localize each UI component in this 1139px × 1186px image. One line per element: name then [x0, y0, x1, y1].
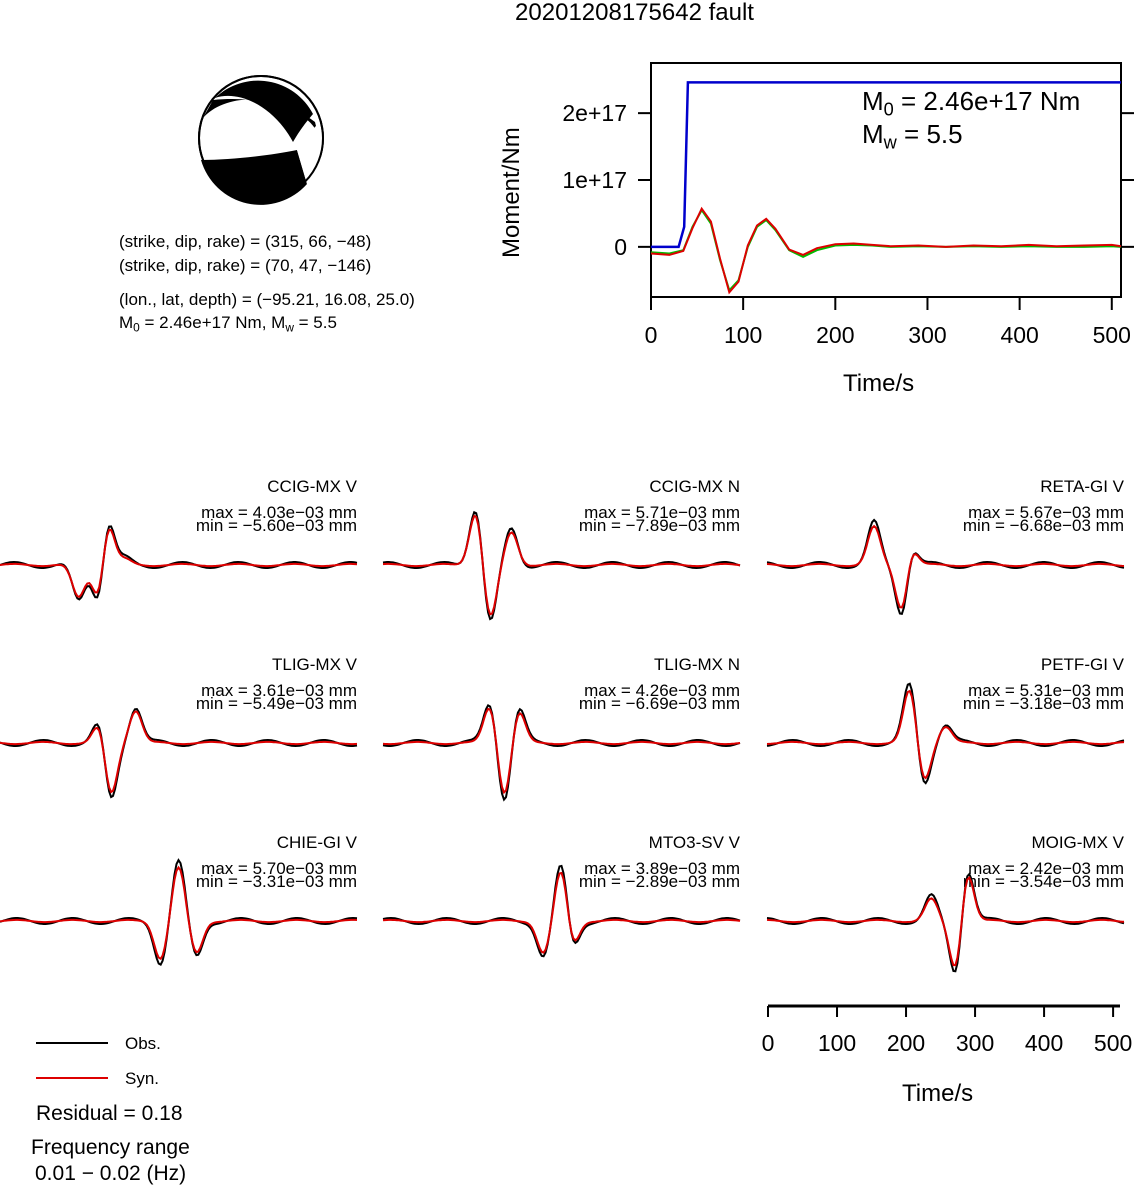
max-label: max = 4.03e−03 mm [201, 503, 357, 522]
min-label: min = −2.89e−03 mm [578, 872, 740, 891]
nodal-plane-2: (strike, dip, rake) = (70, 47, −146) [119, 256, 372, 275]
waveform-xtick-label: 200 [887, 1030, 925, 1055]
moment-xtick-label: 500 [1093, 322, 1131, 348]
obs-trace [0, 858, 358, 966]
max-label: max = 4.26e−03 mm [584, 681, 740, 700]
beachball-icon [198, 75, 324, 205]
min-label: min = −3.31e−03 mm [195, 872, 357, 891]
moment-ytick-label: 0 [614, 234, 627, 260]
station-label: TLIG-MX N [654, 655, 740, 674]
waveform-xtick-label: 300 [956, 1030, 994, 1055]
syn-trace [0, 710, 358, 794]
station-label: TLIG-MX V [271, 655, 357, 674]
legend-swatches [36, 1042, 108, 1079]
frequency-value: 0.01 − 0.02 (Hz) [35, 1162, 187, 1185]
min-label: min = −6.69e−03 mm [578, 694, 740, 713]
waveform-xtick-label: 100 [818, 1030, 856, 1055]
syn-trace [766, 524, 1125, 609]
waveform-grid [0, 510, 1125, 973]
min-label: min = −5.60e−03 mm [195, 516, 357, 535]
station-label: CCIG-MX V [267, 477, 357, 496]
syn-trace [382, 514, 741, 616]
waveform-xlabel: Time/s [902, 1080, 974, 1107]
obs-trace [382, 864, 741, 958]
obs-trace [0, 708, 358, 799]
location-text: (lon., lat, depth) = (−95.21, 16.08, 25.… [119, 290, 415, 309]
min-label: min = −6.68e−03 mm [962, 516, 1124, 535]
moment-xtick-label: 200 [816, 322, 854, 348]
moment-ytick-label: 2e+17 [562, 100, 627, 126]
max-label: max = 5.70e−03 mm [201, 859, 357, 878]
max-label: max = 5.67e−03 mm [968, 503, 1124, 522]
waveform-time-axis: 0 100 200 300 400 500 [762, 1004, 1132, 1055]
station-label: CCIG-MX N [649, 477, 740, 496]
figure-title: 20201208175642 fault [515, 0, 754, 26]
moment-ytick-label: 1e+17 [562, 167, 627, 193]
frequency-title: Frequency range [31, 1136, 190, 1159]
min-label: min = −5.49e−03 mm [195, 694, 357, 713]
legend-syn-label: Syn. [125, 1069, 160, 1088]
syn-trace [382, 871, 741, 954]
syn-trace [0, 865, 358, 961]
min-label: min = −7.89e−03 mm [578, 516, 740, 535]
moment-rate-red-line [650, 206, 1122, 295]
min-label: min = −3.54e−03 mm [962, 872, 1124, 891]
waveform-xtick-label: 400 [1025, 1030, 1063, 1055]
station-label: MOIG-MX V [1031, 833, 1124, 852]
station-label: RETA-GI V [1040, 477, 1124, 496]
residual-text: Residual = 0.18 [36, 1102, 183, 1125]
syn-trace [766, 876, 1125, 967]
min-label: min = −3.18e−03 mm [962, 694, 1124, 713]
max-label: max = 2.42e−03 mm [968, 859, 1124, 878]
moment-annot-mw: Mw = 5.5 [862, 119, 963, 153]
moment-xtick-label: 300 [908, 322, 946, 348]
syn-trace [766, 689, 1125, 780]
moment-xtick-label: 0 [645, 322, 658, 348]
moment-chart: 0 1e+17 2e+17 0 100 200 300 400 500 [562, 62, 1134, 348]
waveform-xtick-label: 500 [1094, 1030, 1132, 1055]
moment-xtick-label: 400 [1000, 322, 1038, 348]
moment-annot-m0: M0 = 2.46e+17 Nm [862, 86, 1081, 120]
moment-xlabel: Time/s [843, 370, 915, 397]
station-label: MTO3-SV V [648, 833, 740, 852]
moment-xtick-label: 100 [724, 322, 762, 348]
max-label: max = 5.71e−03 mm [584, 503, 740, 522]
nodal-plane-1: (strike, dip, rake) = (315, 66, −48) [119, 232, 372, 251]
obs-trace [766, 682, 1125, 785]
max-label: max = 3.89e−03 mm [584, 859, 740, 878]
max-label: max = 5.31e−03 mm [968, 681, 1124, 700]
station-label: PETF-GI V [1040, 655, 1124, 674]
moment-rate-green-line [650, 208, 1122, 293]
legend-obs-label: Obs. [125, 1034, 161, 1053]
cumulative-moment-line [651, 81, 1121, 249]
waveform-xtick-label: 0 [762, 1030, 775, 1055]
syn-trace [0, 528, 358, 598]
obs-trace [0, 525, 358, 601]
moment-text: M0 = 2.46e+17 Nm, Mw = 5.5 [119, 313, 337, 335]
obs-trace [382, 704, 741, 802]
syn-trace [382, 707, 741, 795]
max-label: max = 3.61e−03 mm [201, 681, 357, 700]
station-label: CHIE-GI V [276, 833, 357, 852]
